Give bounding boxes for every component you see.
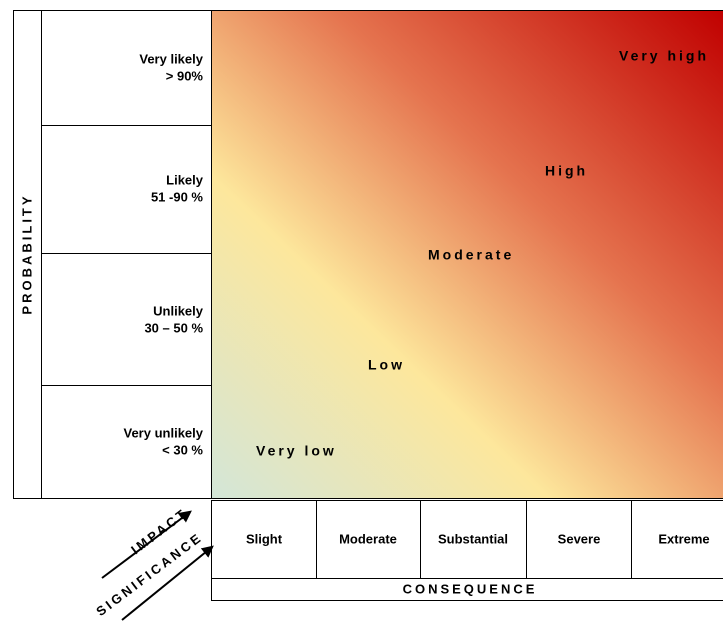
consequence-label: Moderate xyxy=(339,531,397,546)
risk-level: Very high xyxy=(619,48,709,64)
consequence-title: CONSEQUENCE xyxy=(403,581,538,596)
risk-gradient xyxy=(211,10,723,499)
row-label: > 90% xyxy=(166,68,204,83)
probability-title: PROBABILITY xyxy=(19,193,34,314)
row-label: < 30 % xyxy=(162,442,203,457)
row-cell xyxy=(41,125,212,254)
row-cell xyxy=(41,10,212,126)
row-label: 30 – 50 % xyxy=(144,320,203,335)
consequence-label: Slight xyxy=(246,531,283,546)
probability-axis-box xyxy=(13,10,42,499)
risk-level: Low xyxy=(368,357,405,373)
consequence-cell xyxy=(526,500,632,579)
arrow xyxy=(121,545,214,621)
row-label: Very unlikely xyxy=(124,425,204,440)
row-cell xyxy=(41,385,212,499)
row-label: 51 -90 % xyxy=(151,189,203,204)
arrow xyxy=(101,510,192,579)
consequence-label: Severe xyxy=(558,531,601,546)
risk-level: Very low xyxy=(256,443,337,459)
risk-level: High xyxy=(545,163,588,179)
consequence-cell xyxy=(211,500,317,579)
risk-level: Moderate xyxy=(428,247,514,263)
consequence-label: Extreme xyxy=(658,531,709,546)
consequence-title-box xyxy=(211,578,723,601)
row-label: Very likely xyxy=(139,51,203,66)
row-cell xyxy=(41,253,212,386)
consequence-label: Substantial xyxy=(438,531,508,546)
row-label: Unlikely xyxy=(153,303,204,318)
row-label: Likely xyxy=(166,172,204,187)
